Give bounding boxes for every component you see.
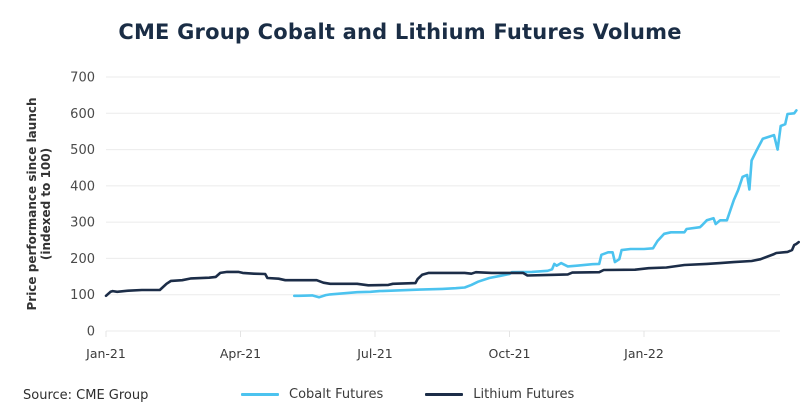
x-tick-label: Jan-21 (85, 346, 126, 361)
x-tick-label: Jan-22 (623, 346, 664, 361)
series-lines (104, 109, 800, 299)
y-tick-label: 700 (70, 71, 95, 86)
y-tick-label: 300 (70, 216, 95, 231)
y-tick-label: 500 (70, 143, 95, 158)
y-axis-label: Price performance since launch (indexed t… (25, 97, 53, 310)
gridlines (106, 76, 780, 332)
x-tick-label: Jul-21 (356, 346, 393, 361)
legend-label-cobalt: Cobalt Futures (289, 387, 384, 402)
y-axis-label-line: (indexed to 100) (39, 148, 53, 260)
legend-item-lithium: Lithium Futures (425, 387, 574, 402)
y-axis-label-line: Price performance since launch (25, 97, 39, 310)
y-tick-label: 400 (70, 179, 95, 194)
x-tick-label: Apr-21 (220, 346, 261, 361)
legend-swatch-lithium (425, 393, 464, 396)
y-tick-label: 0 (87, 325, 95, 340)
series-line-lithium-futures (104, 240, 800, 298)
legend: Cobalt Futures Lithium Futures (241, 387, 616, 402)
legend-item-cobalt: Cobalt Futures (241, 387, 383, 402)
source-note: Source: CME Group (23, 388, 149, 403)
y-tick-label: 600 (70, 107, 95, 122)
y-axis-ticks: 0 100 200 300 400 500 600 700 (70, 71, 95, 340)
x-tick-label: Oct-21 (488, 346, 530, 361)
legend-label-lithium: Lithium Futures (473, 387, 575, 402)
y-tick-label: 200 (70, 252, 95, 267)
legend-swatch-cobalt (241, 393, 279, 396)
x-axis-ticks: Jan-21 Apr-21 Jul-21 Oct-21 Jan-22 (85, 331, 664, 361)
chart-title: CME Group Cobalt and Lithium Futures Vol… (118, 20, 682, 44)
series-line-cobalt-futures (293, 109, 798, 299)
y-tick-label: 100 (70, 288, 95, 303)
